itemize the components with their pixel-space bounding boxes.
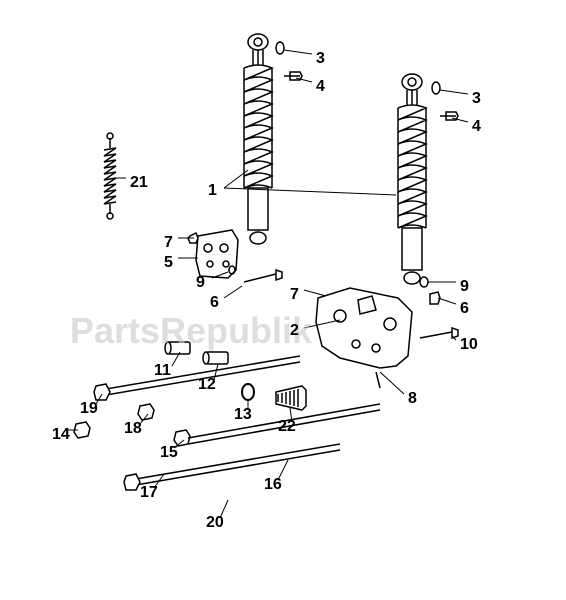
callout-15: 15 xyxy=(160,444,178,462)
callout-3b: 3 xyxy=(472,90,481,108)
shock-absorber-left xyxy=(244,34,272,244)
callout-19: 19 xyxy=(80,400,98,418)
callout-4b: 4 xyxy=(472,118,481,136)
callout-12: 12 xyxy=(198,376,216,394)
callout-13: 13 xyxy=(234,406,252,424)
callout-16: 16 xyxy=(264,476,282,494)
callout-3: 3 xyxy=(316,50,325,68)
callout-14: 14 xyxy=(52,426,70,444)
callout-6b: 6 xyxy=(460,300,469,318)
callout-7: 7 xyxy=(164,234,173,252)
callout-18: 18 xyxy=(124,420,142,438)
callout-11: 11 xyxy=(154,362,171,380)
callout-6: 6 xyxy=(210,294,219,312)
callout-1: 1 xyxy=(208,182,217,200)
diagram-svg xyxy=(0,0,566,600)
callout-2: 2 xyxy=(290,322,299,340)
callout-7b: 7 xyxy=(290,286,299,304)
callout-9: 9 xyxy=(196,274,205,292)
callout-20: 20 xyxy=(206,514,224,532)
callout-17: 17 xyxy=(140,484,158,502)
callout-5: 5 xyxy=(164,254,173,272)
callout-9b: 9 xyxy=(460,278,469,296)
callout-8: 8 xyxy=(408,390,417,408)
callout-4: 4 xyxy=(316,78,325,96)
callout-22: 22 xyxy=(278,418,296,436)
callout-10: 10 xyxy=(460,336,478,354)
leader-lines xyxy=(66,50,468,518)
parts-diagram: PartsRepublik 12334456677899101112131415… xyxy=(0,0,566,600)
callout-21: 21 xyxy=(130,174,148,192)
shock-absorber-right xyxy=(398,74,426,284)
